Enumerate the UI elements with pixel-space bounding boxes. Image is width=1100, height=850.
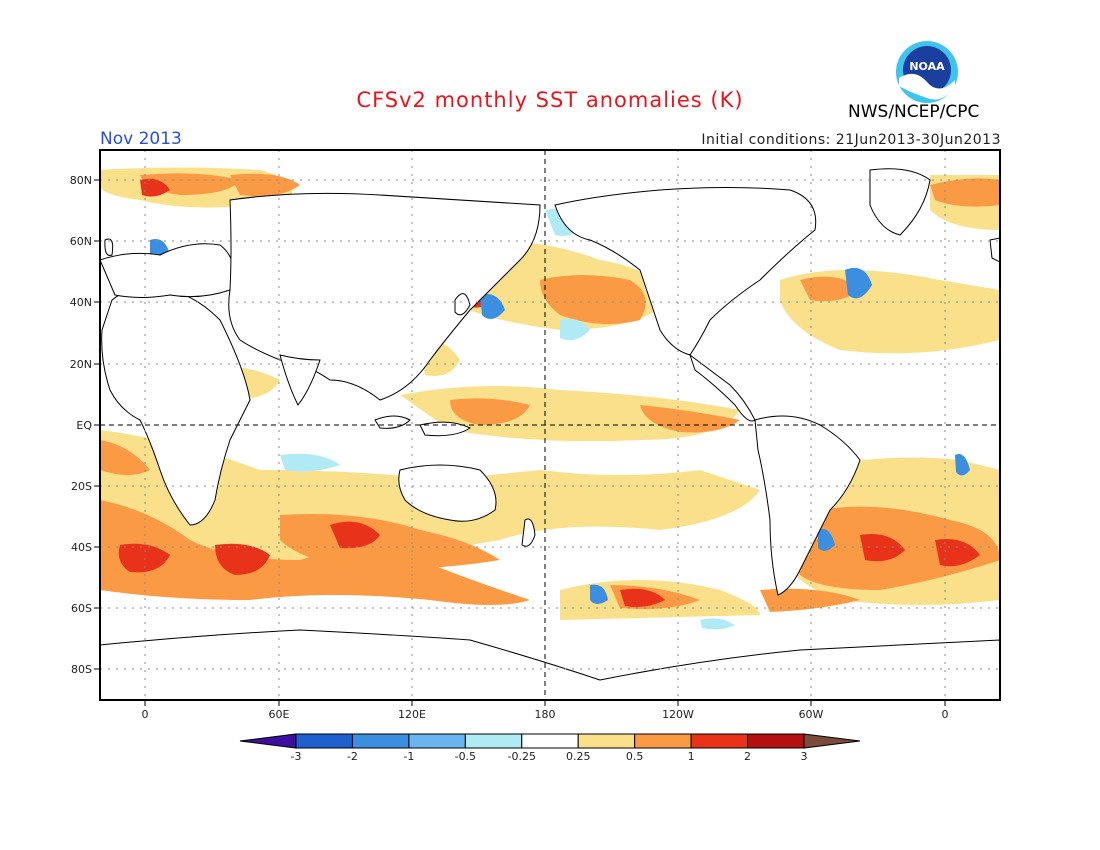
colorbar-swatch — [351, 733, 410, 749]
lon-label: 120E — [398, 708, 426, 721]
lat-label: 40N — [70, 296, 92, 309]
anomaly-field — [100, 167, 1000, 630]
colorbar-swatch — [747, 733, 805, 749]
organization-label: NWS/NCEP/CPC — [848, 102, 980, 122]
colorbar-swatch — [295, 733, 353, 749]
colorbar-label: 1 — [688, 750, 695, 763]
colorbar-label: 0.25 — [566, 750, 591, 763]
colorbar-label: -3 — [291, 750, 302, 763]
reference-lines — [100, 150, 1000, 700]
lon-label: 60E — [269, 708, 290, 721]
colorbar-swatch — [521, 733, 579, 749]
forecast-month: Nov 2013 — [100, 129, 182, 149]
colorbar-label: 3 — [801, 750, 808, 763]
lat-label: 20N — [70, 358, 92, 371]
colorbar-high-triangle — [803, 733, 861, 749]
lat-labels: 80N 60N 40N 20N EQ 20S 40S 60S 80S — [70, 174, 93, 676]
colorbar-swatch — [408, 733, 466, 749]
map-title: CFSv2 monthly SST anomalies (K) — [356, 88, 744, 112]
colorbar-label: -0.25 — [508, 750, 536, 763]
tick-marks — [94, 179, 946, 706]
lon-label: 60W — [799, 708, 824, 721]
lat-label: 60S — [71, 602, 92, 615]
colorbar: -3 -2 -1 -0.5 -0.25 0.25 0.5 1 2 3 — [239, 733, 861, 763]
colorbar-label: 2 — [744, 750, 751, 763]
lat-label: 40S — [71, 541, 92, 554]
svg-text:NOAA: NOAA — [909, 60, 945, 73]
colorbar-swatch — [690, 733, 749, 749]
coastlines — [100, 168, 1000, 700]
lon-label: 120W — [662, 708, 694, 721]
colorbar-swatch — [634, 733, 692, 749]
colorbar-swatch — [464, 733, 523, 749]
lat-label: 20S — [71, 480, 92, 493]
colorbar-label: -2 — [347, 750, 358, 763]
lon-label: 180 — [535, 708, 556, 721]
colorbar-low-triangle — [239, 733, 297, 749]
colorbar-label: -0.5 — [455, 750, 476, 763]
colorbar-swatch — [577, 733, 636, 749]
lon-label: 0 — [142, 708, 149, 721]
lat-label: 80S — [71, 663, 92, 676]
lon-labels: 0 60E 120E 180 120W 60W 0 — [142, 708, 949, 721]
noaa-logo-icon: NOAA — [896, 41, 958, 103]
colorbar-label: -1 — [403, 750, 414, 763]
colorbar-label: 0.5 — [626, 750, 644, 763]
initial-conditions: Initial conditions: 21Jun2013-30Jun2013 — [701, 132, 1001, 148]
lon-label: 0 — [942, 708, 949, 721]
lat-label: 80N — [70, 174, 92, 187]
lat-label: EQ — [76, 419, 92, 432]
graticule — [100, 150, 1000, 700]
lat-label: 60N — [70, 235, 92, 248]
